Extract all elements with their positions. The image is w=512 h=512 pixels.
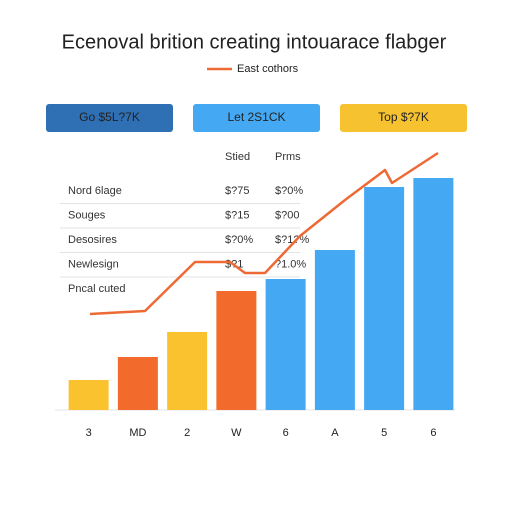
table-header: Prms	[275, 151, 301, 163]
x-tick-label: 6	[283, 427, 289, 439]
bar	[216, 291, 257, 410]
x-tick-label: W	[231, 427, 242, 439]
bar	[265, 279, 306, 410]
x-tick-label: 3	[86, 427, 92, 439]
bar	[117, 357, 158, 410]
button-label[interactable]: Top $?7K	[378, 110, 429, 124]
button-label[interactable]: Let 2S1CK	[227, 110, 285, 124]
table-cell: ?1.0%	[275, 258, 306, 270]
table-cell: $?0%	[225, 234, 253, 246]
x-tick-label: 6	[430, 427, 436, 439]
bar	[314, 250, 355, 410]
bar	[68, 380, 109, 410]
table-cell: Souges	[68, 209, 106, 221]
bar	[413, 178, 454, 410]
x-tick-label: MD	[129, 427, 146, 439]
x-tick-label: A	[331, 427, 339, 439]
table-cell: $?00	[275, 209, 299, 221]
button[interactable]	[193, 104, 320, 132]
x-tick-label: 5	[381, 427, 387, 439]
table-cell: Desosires	[68, 234, 117, 246]
bar	[167, 332, 208, 410]
table-cell: $?0%	[275, 185, 303, 197]
table-cell: Pncal cuted	[68, 283, 125, 295]
table-header: Stied	[225, 151, 250, 163]
button[interactable]	[340, 104, 467, 132]
bar	[364, 187, 405, 410]
button[interactable]	[46, 104, 173, 132]
chart-title: Ecenoval brition creating intouarace fla…	[62, 31, 447, 53]
table-cell: $?75	[225, 185, 249, 197]
table-cell: $?15	[225, 209, 249, 221]
button-label[interactable]: Go $5L?7K	[79, 110, 140, 124]
line-series	[89, 151, 439, 316]
x-tick-label: 2	[184, 427, 190, 439]
legend-label: East cothors	[237, 63, 299, 75]
table-cell: Newlesign	[68, 258, 119, 270]
table-cell: Nord 6lage	[68, 185, 122, 197]
